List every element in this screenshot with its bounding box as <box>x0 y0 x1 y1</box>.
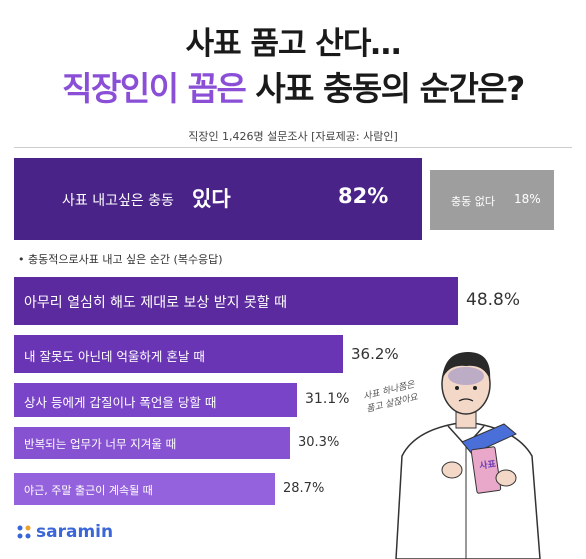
resignation-letter-text: 사표 <box>479 458 498 472</box>
bar-label-2: 내 잘못도 아닌데 억울하게 혼날 때 <box>24 349 205 365</box>
bar-label-4: 반복되는 업무가 너무 지겨울 때 <box>24 436 177 451</box>
bar-4 <box>14 427 290 459</box>
summary-no-bar <box>430 170 554 230</box>
bar-value-4: 30.3% <box>298 434 340 450</box>
chart-note: • 충동적으로사표 내고 싶은 순간 (복수응답) <box>18 253 223 266</box>
bar-3 <box>14 383 297 417</box>
bar-label-5: 야근, 주말 출근이 계속될 때 <box>24 484 153 498</box>
divider <box>14 147 572 148</box>
summary-yes-strong: 있다 <box>192 187 231 211</box>
summary-no-value: 18% <box>514 192 541 206</box>
bar-value-1: 48.8% <box>466 290 521 311</box>
bar-5 <box>14 473 275 505</box>
office-worker-illustration: 사표 <box>395 352 541 559</box>
bar-label-3: 상사 등에게 갑질이나 폭언을 당할 때 <box>24 395 217 411</box>
bar-2 <box>14 335 343 373</box>
title-line2-part2: 사표 충동의 순간은? <box>255 69 525 108</box>
bar-value-2: 36.2% <box>351 344 399 363</box>
title-line2: 직장인이 꼽은 사표 충동의 순간은? <box>0 62 586 110</box>
saramin-logo-text: saramin <box>36 522 114 542</box>
summary-yes-value: 82% <box>338 184 389 208</box>
title-line1: 사표 품고 산다… <box>185 26 402 62</box>
summary-yes-bar <box>14 158 422 240</box>
bar-value-3: 31.1% <box>305 391 350 408</box>
title-line2-part1: 직장인이 꼽은 <box>62 69 247 108</box>
bar-value-5: 28.7% <box>283 480 325 496</box>
summary-yes-label: 사표 내고싶은 충동 <box>62 193 174 209</box>
bar-1 <box>14 277 458 325</box>
saramin-logo-icon <box>17 525 31 539</box>
summary-no-label: 충동 없다 <box>451 195 495 208</box>
bar-label-1: 아무리 열심히 해도 제대로 보상 받지 못할 때 <box>24 295 287 312</box>
subtitle: 직장인 1,426명 설문조사 [자료제공: 사람인] <box>188 130 398 143</box>
